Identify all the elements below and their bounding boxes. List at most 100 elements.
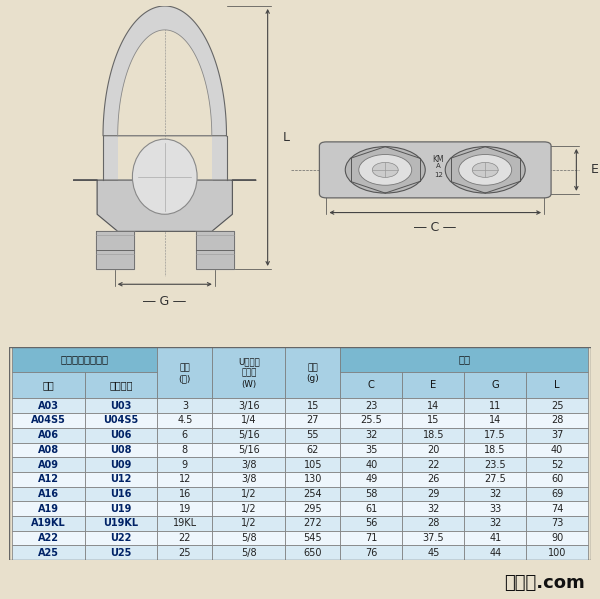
Text: 56: 56 [365, 518, 377, 528]
Bar [340, 501, 403, 516]
Text: 5/8: 5/8 [241, 533, 257, 543]
Text: E: E [591, 164, 599, 176]
Bar [526, 372, 588, 398]
Text: 40: 40 [365, 459, 377, 470]
Text: 58: 58 [365, 489, 377, 499]
Bar [285, 413, 340, 428]
Bar [403, 545, 464, 560]
Text: U06: U06 [110, 430, 131, 440]
Text: L: L [283, 131, 289, 144]
Bar [285, 545, 340, 560]
Text: 55: 55 [307, 430, 319, 440]
Bar [12, 372, 85, 398]
Text: 1/2: 1/2 [241, 504, 257, 514]
Text: 28: 28 [427, 518, 439, 528]
Text: 5/8: 5/8 [241, 547, 257, 558]
Circle shape [359, 155, 412, 185]
Text: 37: 37 [551, 430, 563, 440]
Bar [285, 472, 340, 486]
Bar [12, 398, 85, 413]
Bar [526, 428, 588, 443]
Bar [403, 486, 464, 501]
Text: 27.5: 27.5 [484, 474, 506, 484]
Bar [403, 472, 464, 486]
Text: 5/16: 5/16 [238, 430, 260, 440]
Text: 14: 14 [489, 416, 502, 425]
Circle shape [345, 147, 425, 193]
Bar [464, 545, 526, 560]
Bar [12, 472, 85, 486]
Text: A19: A19 [38, 504, 59, 514]
Bar [85, 428, 157, 443]
Polygon shape [212, 136, 227, 180]
Text: 32: 32 [427, 504, 439, 514]
Text: 19: 19 [179, 504, 191, 514]
Text: A25: A25 [38, 547, 59, 558]
Bar [464, 531, 526, 545]
Bar [157, 457, 212, 472]
Bar [526, 486, 588, 501]
Bar [12, 413, 85, 428]
Text: 100: 100 [548, 547, 566, 558]
Text: 22: 22 [427, 459, 440, 470]
Polygon shape [196, 231, 233, 250]
Text: G: G [491, 380, 499, 390]
Text: 37.5: 37.5 [422, 533, 444, 543]
Text: 23: 23 [365, 401, 377, 411]
Text: 76: 76 [365, 547, 377, 558]
Bar [403, 428, 464, 443]
Text: 130: 130 [304, 474, 322, 484]
Bar [403, 457, 464, 472]
Bar [212, 501, 285, 516]
Text: 1/2: 1/2 [241, 518, 257, 528]
Bar [157, 545, 212, 560]
Bar [85, 486, 157, 501]
Ellipse shape [133, 139, 197, 214]
Polygon shape [103, 136, 118, 180]
Bar [85, 516, 157, 531]
Bar [340, 545, 403, 560]
Text: 9: 9 [182, 459, 188, 470]
Bar [464, 398, 526, 413]
Bar [12, 486, 85, 501]
Bar [12, 443, 85, 457]
Bar [526, 545, 588, 560]
Bar [157, 472, 212, 486]
Bar [12, 545, 85, 560]
Text: 18.5: 18.5 [422, 430, 444, 440]
Text: 27: 27 [307, 416, 319, 425]
Text: 3/8: 3/8 [241, 459, 257, 470]
Bar [340, 457, 403, 472]
Bar [403, 516, 464, 531]
Bar [212, 531, 285, 545]
Bar [157, 501, 212, 516]
Text: L: L [554, 380, 560, 390]
Text: 61: 61 [365, 504, 377, 514]
Text: 254: 254 [304, 489, 322, 499]
Bar [403, 398, 464, 413]
Text: 25: 25 [179, 547, 191, 558]
Bar [212, 428, 285, 443]
Text: 33: 33 [489, 504, 502, 514]
Text: 44: 44 [489, 547, 502, 558]
Text: 15: 15 [307, 401, 319, 411]
Bar [403, 443, 464, 457]
Polygon shape [196, 250, 233, 269]
Bar [157, 398, 212, 413]
Bar [340, 398, 403, 413]
Polygon shape [96, 231, 134, 250]
Bar [12, 428, 85, 443]
Text: KM: KM [433, 155, 444, 164]
Bar [212, 398, 285, 413]
Text: 71: 71 [365, 533, 377, 543]
Bar [340, 531, 403, 545]
Text: 11: 11 [489, 401, 502, 411]
Text: A22: A22 [38, 533, 59, 543]
Bar [464, 443, 526, 457]
Text: U04S5: U04S5 [103, 416, 139, 425]
Text: 6: 6 [182, 430, 188, 440]
Text: U12: U12 [110, 474, 131, 484]
Bar [403, 372, 464, 398]
Bar [157, 413, 212, 428]
Text: A09: A09 [38, 459, 59, 470]
